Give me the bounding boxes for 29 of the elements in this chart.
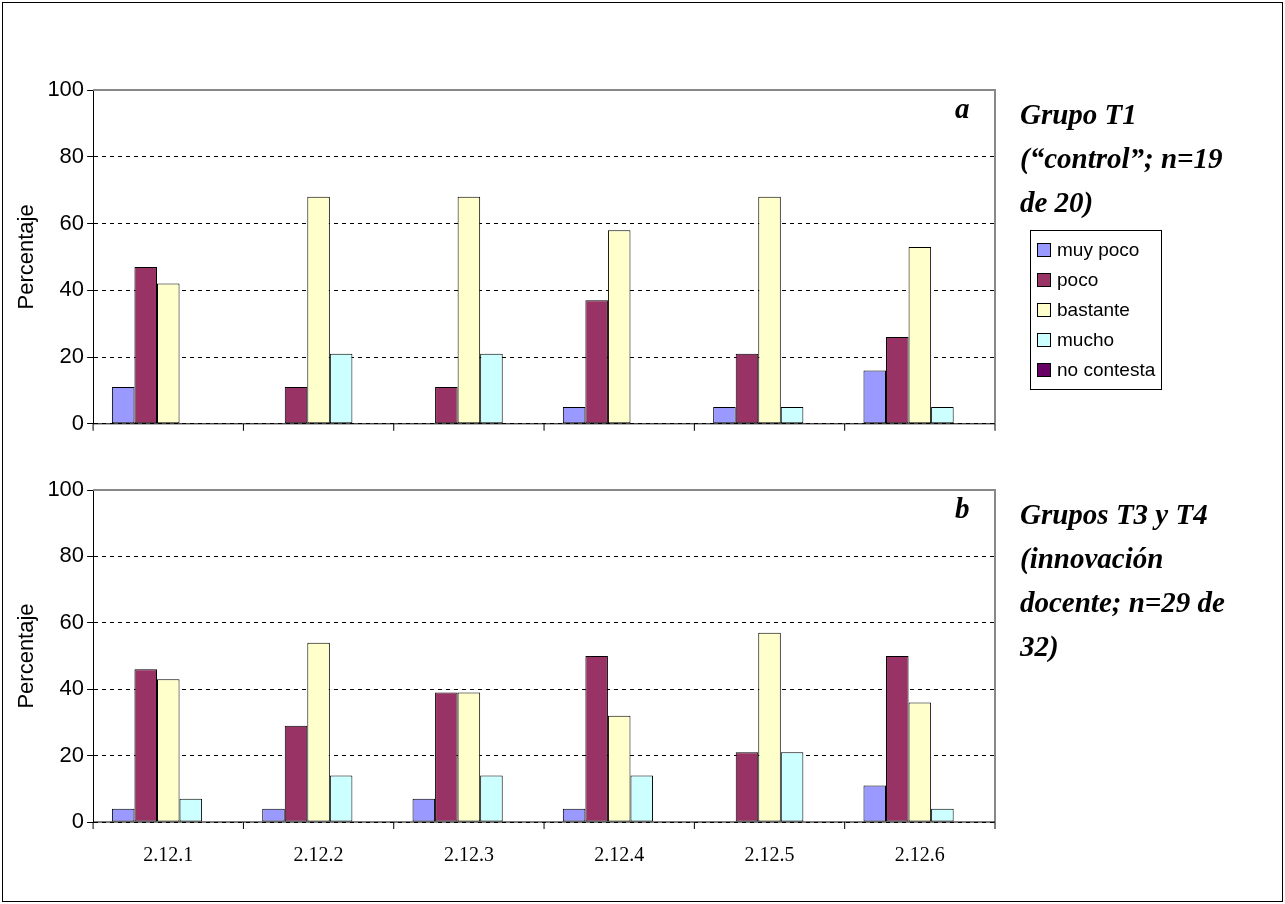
legend-label: poco	[1056, 268, 1100, 292]
x-tick-label: 2.12.4	[594, 843, 645, 866]
y-tick-label: 100	[47, 76, 85, 102]
y-tick-label: 0	[71, 409, 85, 435]
y-tick-label: 80	[59, 542, 85, 568]
y-tick-label: 0	[71, 808, 85, 834]
x-tick-label: 2.12.5	[744, 843, 795, 866]
y-axis-title: Percentaje	[13, 603, 39, 709]
text: Grupos T3 y T4 (innovación docente; n=29 de 32)	[1020, 497, 1226, 664]
y-tick-label: 40	[59, 276, 85, 302]
y-tick-label: 60	[59, 608, 85, 634]
legend-label: bastante	[1056, 298, 1131, 322]
x-tick-label: 2.12.6	[894, 843, 945, 866]
y-tick-label: 60	[59, 209, 85, 235]
x-tick-label: 2.12.1	[143, 843, 194, 866]
y-tick-label: 100	[47, 476, 85, 502]
text: Grupo T1 (“control”; n=19 de 20)	[1020, 97, 1224, 220]
x-tick-label: 2.12.3	[443, 843, 494, 866]
x-tick-label: 2.12.2	[293, 843, 344, 866]
annotation: b	[955, 492, 970, 525]
legend-label: no contesta	[1056, 358, 1156, 382]
y-tick-label: 80	[59, 142, 85, 168]
y-tick-label: 20	[59, 343, 85, 369]
annotation: a	[955, 92, 970, 125]
y-axis-title: Percentaje	[13, 204, 39, 310]
y-tick-label: 40	[59, 675, 85, 701]
legend-label: muy poco	[1056, 238, 1141, 262]
y-tick-label: 20	[59, 741, 85, 767]
legend-label: mucho	[1056, 328, 1116, 352]
